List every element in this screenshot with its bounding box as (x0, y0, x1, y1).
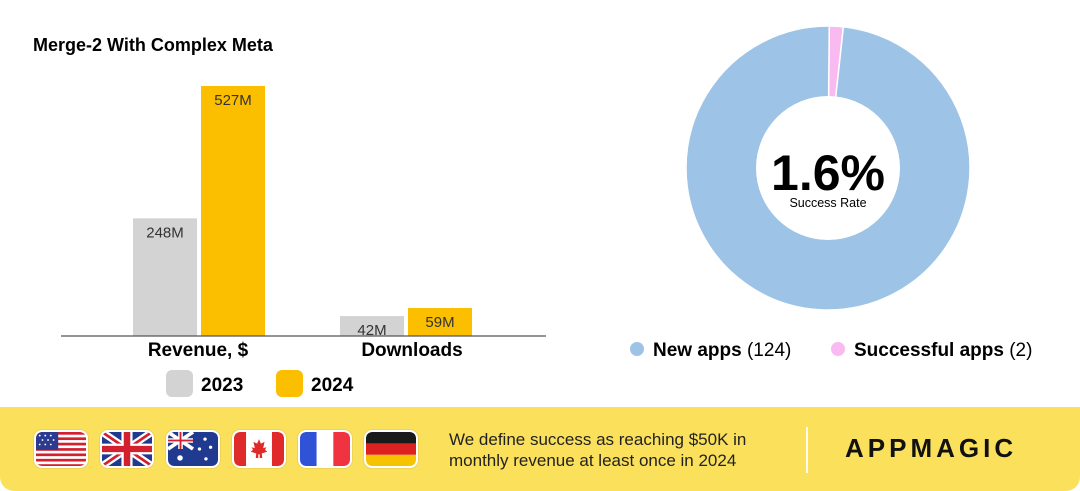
category-tick-label: Revenue, $ (148, 340, 249, 361)
legend-count: (124) (747, 340, 791, 361)
bar-2023-1 (340, 316, 404, 336)
bar-chart: Merge-2 With Complex Meta 248M 527M 42M 59M… (33, 35, 546, 397)
legend-label-2023: 2023 (201, 375, 243, 396)
canada-flag-icon (232, 430, 286, 468)
bar-2023-0 (133, 218, 197, 336)
success-definition-note: We define success as reaching $50K in mo… (449, 430, 747, 470)
legend-label-2024: 2024 (311, 375, 354, 396)
bar-value-label: 42M (357, 322, 386, 339)
success-rate-value: 1.6% (771, 145, 885, 201)
legend-swatch-2024 (276, 370, 303, 397)
success-rate-caption: Success Rate (789, 196, 866, 210)
bar-2024-0 (201, 86, 265, 336)
donut-hole (756, 96, 900, 240)
uk-flag-icon (100, 430, 154, 468)
bar-chart-title: Merge-2 With Complex Meta (33, 35, 274, 55)
bar-value-label: 248M (146, 224, 184, 241)
france-flag-icon (298, 430, 352, 468)
category-tick-label: Downloads (361, 340, 462, 361)
legend-label-new-apps: New apps (124) (653, 340, 791, 361)
footer-divider (806, 427, 808, 473)
footer-banner: We define success as reaching $50K in mo… (0, 407, 1080, 491)
donut-chart: 1.6% Success Rate New apps (124) Successf… (630, 25, 1032, 361)
appmagic-logo: APPMAGIC (845, 433, 1018, 463)
australia-flag-icon (166, 430, 220, 468)
legend-label-successful-apps: Successful apps (2) (854, 340, 1032, 361)
legend-swatch-2023 (166, 370, 193, 397)
germany-flag-icon (364, 430, 418, 468)
bar-value-label: 527M (214, 92, 252, 109)
legend-dot-new-apps (630, 342, 644, 356)
bar-value-label: 59M (425, 314, 454, 331)
us-flag-icon (34, 430, 88, 468)
bar-2024-1 (408, 308, 472, 336)
legend-dot-successful-apps (831, 342, 845, 356)
legend-count: (2) (1009, 340, 1032, 361)
